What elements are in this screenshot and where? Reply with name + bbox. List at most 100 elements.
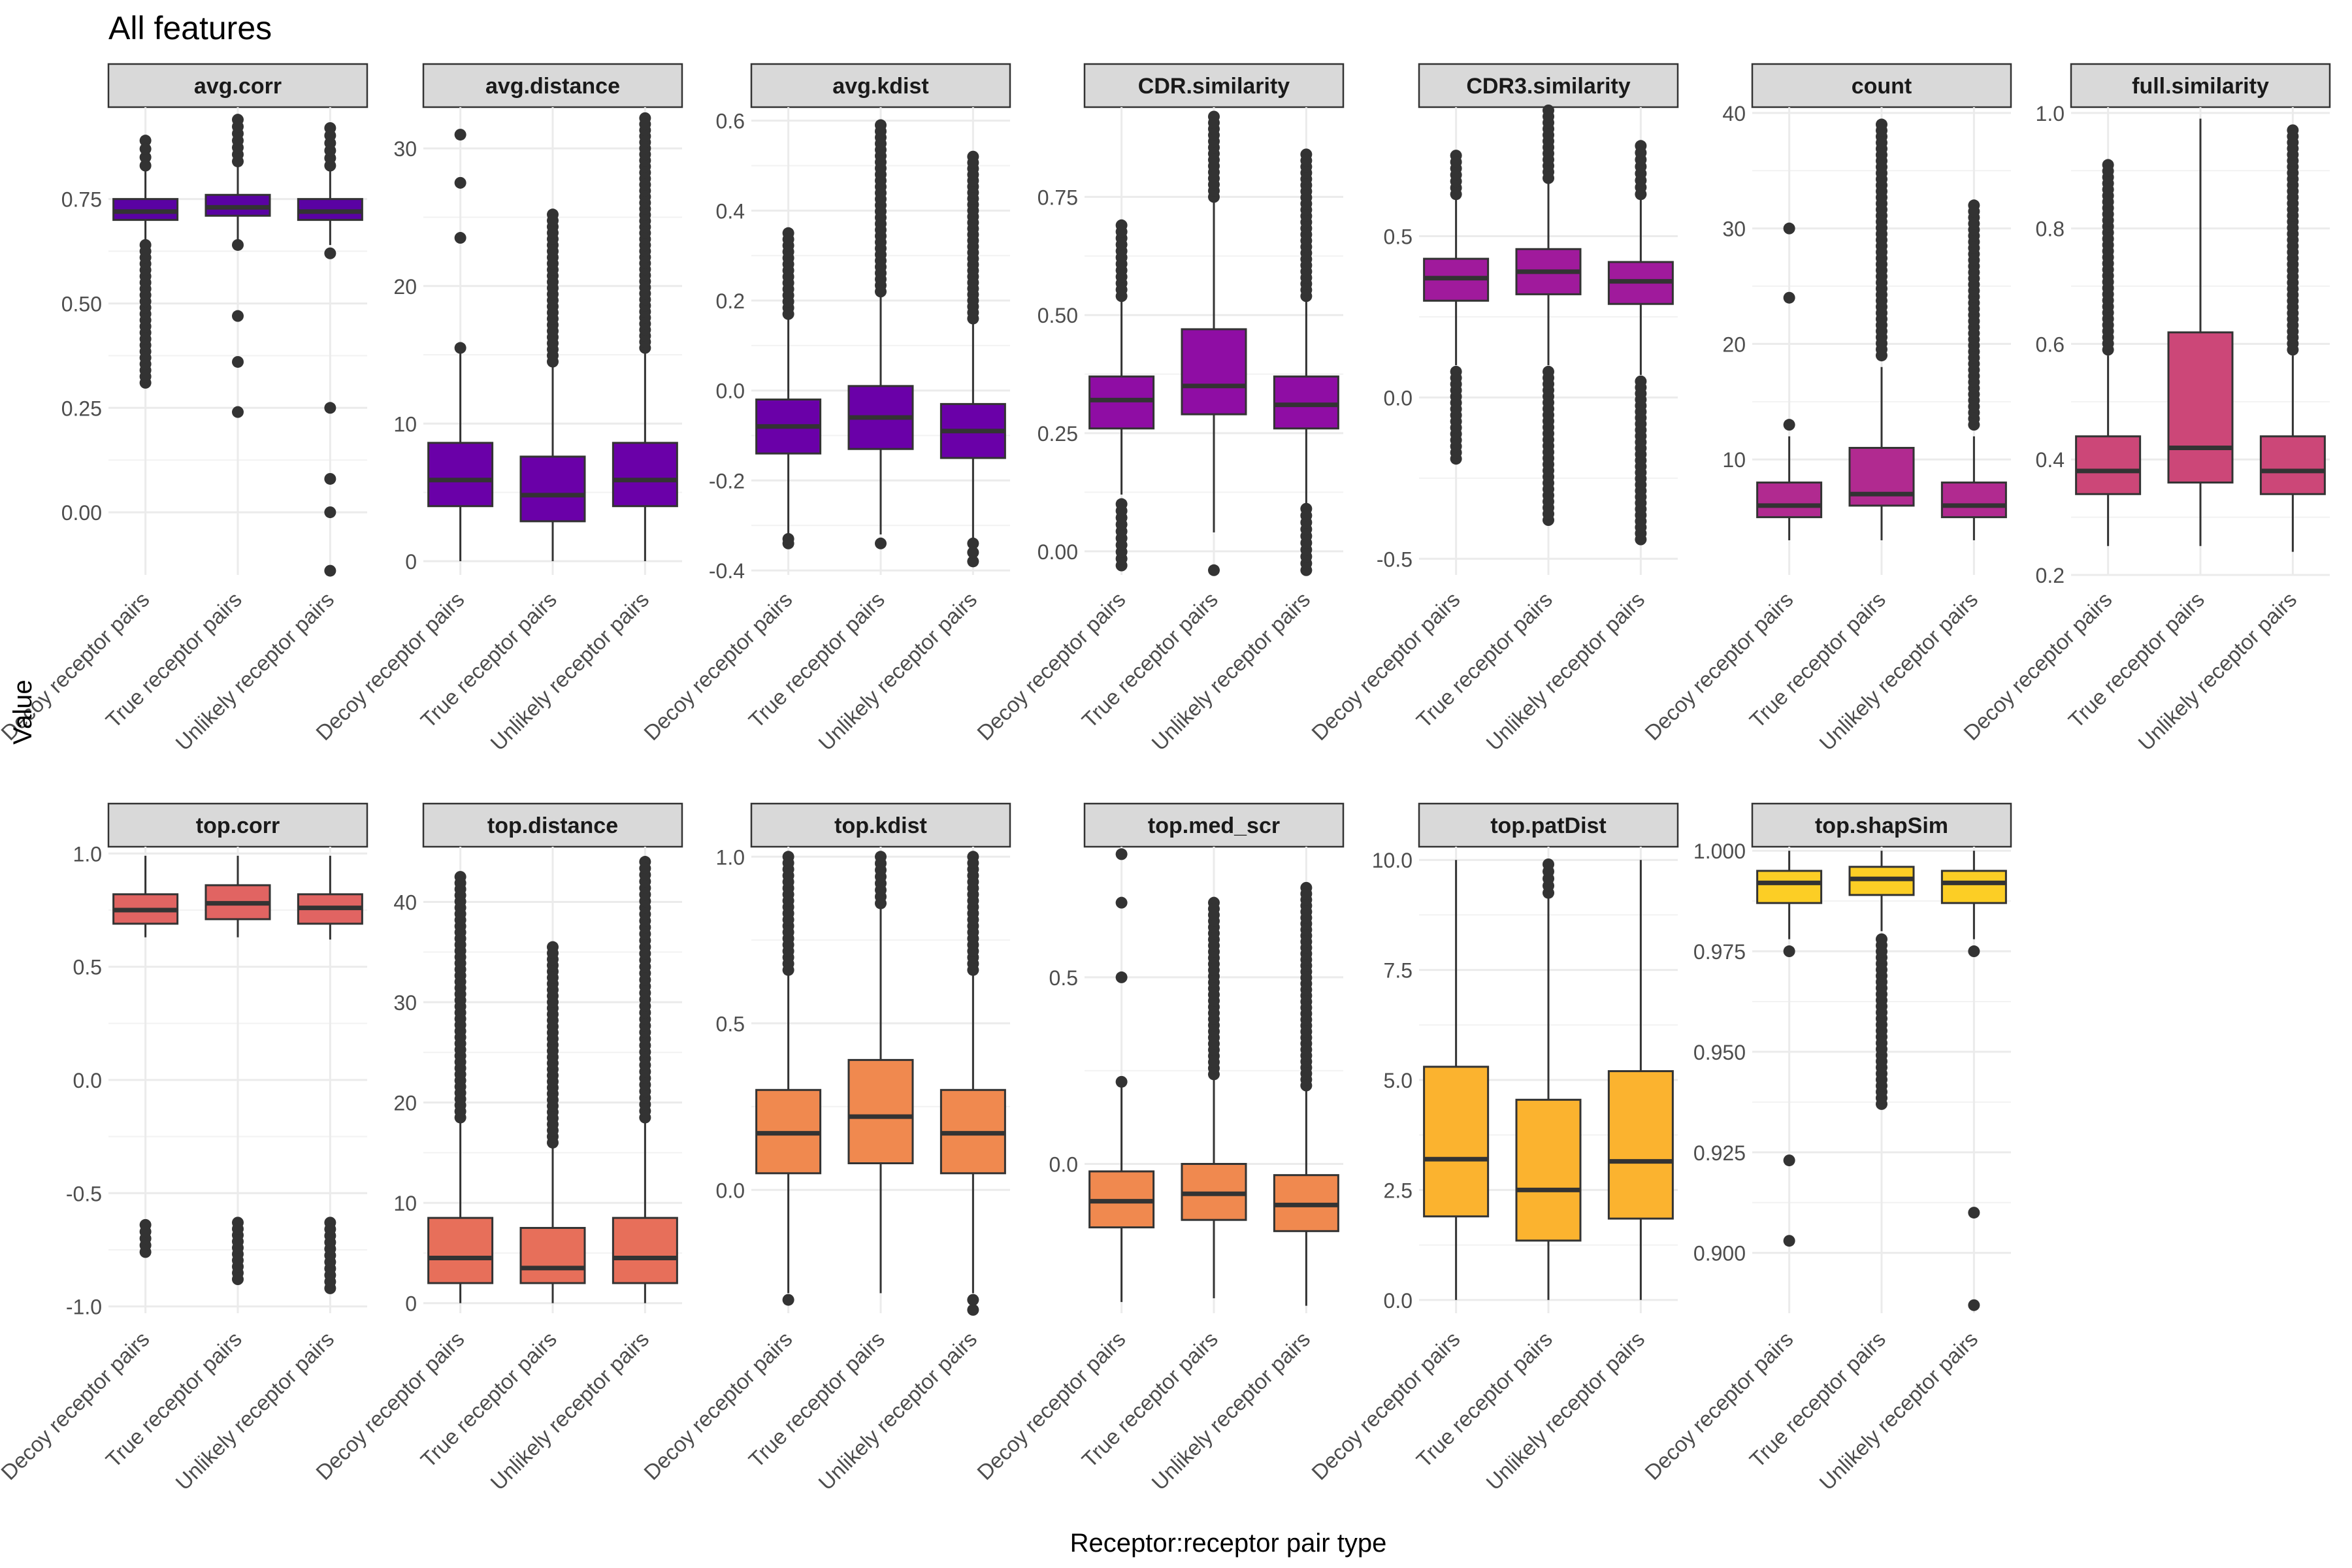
y-tick-label: 0.8 bbox=[2036, 218, 2065, 241]
y-tick-label: 0.6 bbox=[716, 110, 745, 133]
outlier-point bbox=[454, 176, 466, 189]
box-iqr bbox=[1423, 1066, 1490, 1218]
outlier-point bbox=[639, 862, 651, 875]
outlier-point bbox=[1300, 510, 1313, 522]
outlier-point bbox=[547, 214, 559, 227]
outlier-point bbox=[547, 947, 559, 959]
y-tick-label: 0.5 bbox=[73, 956, 102, 979]
y-tick-label: 0.950 bbox=[1693, 1041, 1746, 1064]
facet-strip bbox=[1083, 63, 1345, 108]
outlier-point bbox=[232, 120, 244, 133]
outlier-point bbox=[782, 1294, 794, 1306]
y-tick-label: 0.5 bbox=[1384, 225, 1413, 249]
y-tick-label: 0.2 bbox=[2036, 564, 2065, 587]
y-tick-label: 30 bbox=[393, 991, 417, 1015]
y-tick-label: 0.0 bbox=[1049, 1153, 1078, 1177]
y-tick-label: 0.00 bbox=[61, 501, 102, 525]
box-iqr bbox=[519, 455, 586, 523]
y-tick-label: 0.0 bbox=[73, 1069, 102, 1092]
facet-strip bbox=[750, 802, 1011, 848]
outlier-point bbox=[967, 156, 979, 169]
outlier-point bbox=[2102, 165, 2114, 177]
outlier-point bbox=[324, 472, 336, 485]
box-iqr bbox=[1756, 870, 1823, 904]
y-tick-label: 30 bbox=[1722, 218, 1746, 241]
outlier-point bbox=[1783, 1235, 1795, 1247]
outlier-point bbox=[139, 159, 152, 172]
y-tick-label: 0.4 bbox=[716, 199, 745, 223]
y-tick-label: 1.0 bbox=[716, 845, 745, 869]
y-tick-label: 0.75 bbox=[61, 188, 102, 212]
outlier-point bbox=[324, 506, 336, 519]
y-tick-label: -0.2 bbox=[709, 469, 745, 493]
box-iqr bbox=[847, 1058, 914, 1165]
outlier-point bbox=[232, 238, 244, 251]
facet-strip-label: top.shapSim bbox=[1815, 813, 1948, 838]
outlier-point bbox=[967, 1294, 979, 1306]
outlier-point bbox=[1968, 1299, 1980, 1311]
y-tick-label: -0.4 bbox=[709, 559, 745, 583]
y-tick-label: 10.0 bbox=[1372, 849, 1413, 872]
outlier-point bbox=[324, 247, 336, 259]
outlier-point bbox=[1635, 382, 1647, 394]
y-tick-label: 0.50 bbox=[1037, 304, 1078, 327]
box-iqr bbox=[1088, 375, 1155, 430]
outlier-point bbox=[639, 118, 651, 131]
y-tick-label: 2.5 bbox=[1384, 1179, 1413, 1202]
outlier-point bbox=[324, 402, 336, 414]
outlier-point bbox=[2287, 130, 2299, 142]
outlier-point bbox=[967, 537, 979, 549]
facet-strip-label: top.med_scr bbox=[1148, 813, 1280, 838]
outlier-point bbox=[139, 135, 152, 147]
y-tick-label: 1.0 bbox=[73, 842, 102, 866]
outlier-point bbox=[967, 857, 979, 869]
y-tick-label: 5.0 bbox=[1384, 1069, 1413, 1092]
y-tick-label: 0 bbox=[405, 550, 417, 574]
outlier-point bbox=[1208, 564, 1220, 576]
chart-title: All features bbox=[108, 10, 272, 46]
outlier-point bbox=[967, 546, 979, 559]
y-tick-label: 7.5 bbox=[1384, 959, 1413, 983]
y-tick-label: 20 bbox=[393, 1092, 417, 1115]
outlier-point bbox=[1968, 205, 1980, 218]
y-tick-label: 0.2 bbox=[716, 289, 745, 313]
y-tick-label: 0.00 bbox=[1037, 540, 1078, 564]
facet-strip bbox=[422, 802, 683, 848]
outlier-point bbox=[1115, 1075, 1128, 1088]
outlier-point bbox=[1783, 419, 1795, 431]
box-iqr bbox=[2075, 435, 2142, 495]
y-tick-label: 30 bbox=[393, 137, 417, 161]
y-tick-label: 40 bbox=[393, 890, 417, 914]
y-tick-label: 0.925 bbox=[1693, 1141, 1746, 1165]
y-tick-label: 0.6 bbox=[2036, 333, 2065, 356]
y-tick-label: 0.75 bbox=[1037, 186, 1078, 209]
facet-strip-label: full.similarity bbox=[2132, 74, 2269, 99]
outlier-point bbox=[1115, 225, 1128, 238]
outlier-point bbox=[1543, 372, 1554, 384]
box-iqr bbox=[519, 1226, 586, 1284]
box-iqr bbox=[1273, 375, 1339, 430]
facet-strip-label: count bbox=[1852, 74, 1912, 99]
outlier-point bbox=[139, 245, 152, 257]
y-tick-label: 20 bbox=[1722, 333, 1746, 356]
outlier-point bbox=[1450, 155, 1462, 168]
outlier-point bbox=[1783, 945, 1795, 958]
box-iqr bbox=[612, 1217, 678, 1284]
box-iqr bbox=[1848, 447, 1915, 507]
y-tick-label: 0 bbox=[405, 1292, 417, 1316]
outlier-point bbox=[454, 129, 466, 141]
outlier-point bbox=[1543, 110, 1554, 123]
outlier-point bbox=[1543, 865, 1554, 877]
outlier-point bbox=[1968, 945, 1980, 958]
y-tick-label: 20 bbox=[393, 275, 417, 299]
outlier-point bbox=[875, 537, 887, 549]
box-iqr bbox=[1181, 328, 1247, 416]
facet-strip bbox=[2070, 63, 2331, 108]
outlier-point bbox=[454, 342, 466, 354]
facet-strip-label: avg.corr bbox=[194, 74, 282, 99]
y-tick-label: 0.0 bbox=[1384, 1289, 1413, 1313]
facet-strip-label: avg.kdist bbox=[832, 74, 928, 99]
facet-strip bbox=[1751, 63, 2012, 108]
outlier-point bbox=[454, 232, 466, 244]
outlier-point bbox=[782, 532, 794, 545]
